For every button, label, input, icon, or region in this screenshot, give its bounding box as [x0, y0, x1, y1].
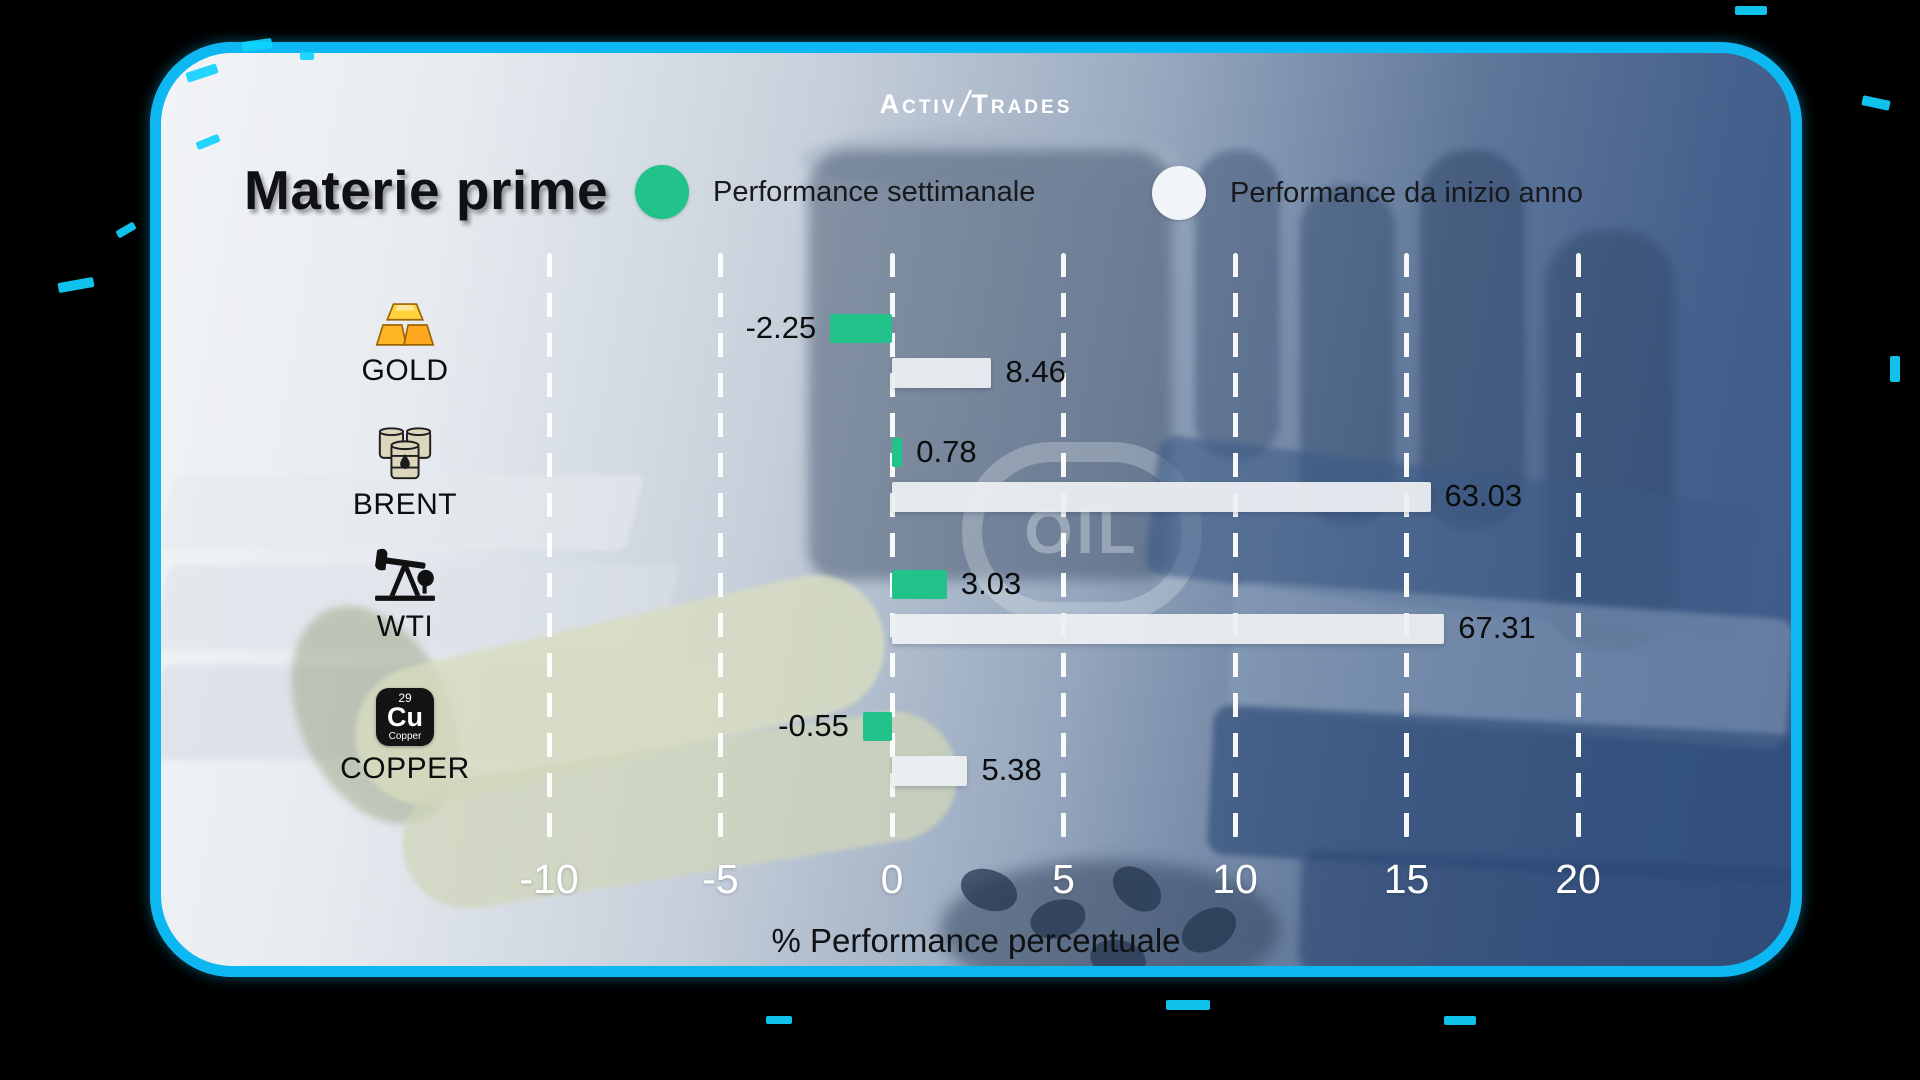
- bar-wti-ytd: [892, 614, 1445, 644]
- glitch-artifact: [1861, 95, 1891, 111]
- bg-cylinder: [1195, 150, 1280, 460]
- value-wti-weekly: 3.03: [960, 566, 1022, 601]
- gridline: [1404, 253, 1409, 838]
- page-title: Materie prime: [244, 159, 609, 221]
- gridline: [1232, 253, 1238, 838]
- bar-gold-ytd: [892, 358, 992, 388]
- x-tick-label: 15: [1383, 856, 1430, 902]
- value-copper-weekly: -0.55: [778, 708, 849, 743]
- bar-gold-weekly: [830, 314, 892, 343]
- value-copper-ytd: 5.38: [981, 752, 1042, 787]
- gridline: [889, 253, 895, 838]
- value-gold-weekly: -2.25: [745, 310, 817, 345]
- category-label: COPPER: [340, 752, 470, 785]
- glitch-artifact: [300, 52, 314, 60]
- bar-brent-weekly: [892, 438, 903, 467]
- value-brent-weekly: 0.78: [916, 434, 977, 469]
- copper-name: Copper: [388, 731, 422, 742]
- bar-wti-weekly: [892, 570, 947, 599]
- bar-brent-ytd: [892, 482, 1431, 512]
- x-tick-label: -10: [519, 856, 579, 902]
- x-axis-title: % Performance percentuale: [771, 922, 1181, 959]
- category-label: WTI: [376, 610, 434, 643]
- row-gold: GOLD: [339, 302, 471, 388]
- x-tick-label: 5: [1052, 856, 1075, 902]
- category-label: GOLD: [361, 354, 449, 387]
- copper-element-icon: 29 Cu Copper: [339, 688, 471, 746]
- weekly-legend-label: Performance settimanale: [713, 176, 1036, 208]
- activtrades-logo: Activ Trades: [150, 88, 1802, 120]
- gold-bars-icon: [339, 302, 471, 348]
- ytd-legend-dot: [1152, 166, 1206, 220]
- glitch-artifact: [1444, 1016, 1476, 1025]
- glitch-artifact: [57, 276, 95, 294]
- gridline: [1575, 253, 1581, 838]
- x-tick-label: 20: [1555, 856, 1601, 902]
- glitch-artifact: [766, 1016, 792, 1024]
- copper-symbol: Cu: [387, 702, 423, 732]
- gridline: [546, 253, 552, 838]
- value-gold-ytd: 8.46: [1005, 354, 1066, 389]
- copper-atomic-number: 29: [398, 691, 412, 705]
- bg-barrel-cap: [800, 128, 1180, 190]
- gridline: [1061, 253, 1066, 838]
- oil-pump-icon: [339, 544, 471, 604]
- glitch-artifact: [115, 221, 137, 239]
- oil-barrels-icon: [339, 424, 471, 482]
- bar-copper-weekly: [862, 712, 892, 741]
- weekly-legend-dot: [635, 165, 689, 219]
- gridline: [718, 253, 723, 838]
- row-wti: WTI: [339, 544, 471, 644]
- value-brent-ytd: 63.03: [1444, 478, 1523, 513]
- x-tick-label: 0: [880, 856, 904, 902]
- glitch-artifact: [1890, 356, 1900, 382]
- category-label: BRENT: [352, 488, 458, 521]
- value-wti-ytd: 67.31: [1458, 610, 1536, 645]
- frame-background: OIL: [150, 42, 1802, 977]
- logo-part-activ: Activ: [879, 89, 958, 119]
- glitch-artifact: [1166, 1000, 1210, 1010]
- x-tick-label: -5: [702, 856, 739, 902]
- ytd-legend-label: Performance da inizio anno: [1230, 177, 1584, 209]
- row-brent: BRENT: [339, 424, 471, 522]
- logo-check-icon: [958, 89, 973, 117]
- glitch-artifact: [1735, 6, 1767, 15]
- bar-copper-ytd: [892, 756, 968, 786]
- row-copper: 29 Cu Copper COPPER: [339, 688, 471, 786]
- bg-cylinder: [1420, 150, 1525, 530]
- logo-part-trades: Trades: [971, 89, 1073, 119]
- x-tick-label: 10: [1212, 856, 1258, 902]
